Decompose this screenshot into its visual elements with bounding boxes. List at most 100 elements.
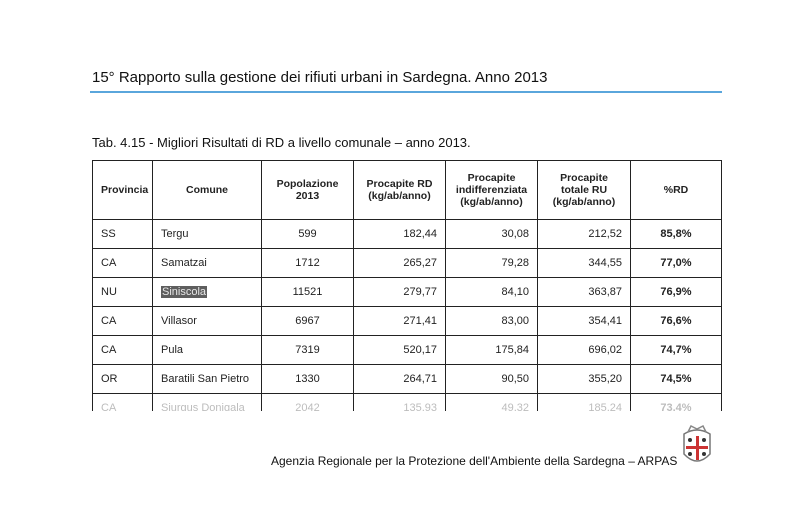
cell-text: Samatzai — [161, 257, 207, 269]
table-cell: 1330 — [261, 364, 354, 394]
table-cell: 696,02 — [537, 335, 631, 365]
cell-text: 264,71 — [403, 373, 437, 385]
cell-text: 76,6% — [660, 315, 692, 327]
cell-text: 696,02 — [588, 344, 622, 356]
cell-text: 90,50 — [501, 373, 529, 385]
cell-text: Siurgus Donigala — [161, 402, 245, 411]
cell-text: CA — [101, 402, 117, 411]
cell-text: 1330 — [295, 373, 320, 385]
cell-text: 76,9% — [660, 286, 692, 298]
cell-text: 354,41 — [588, 315, 622, 327]
cell-text: OR — [101, 373, 118, 385]
table-wrap: Provincia Comune Popolazione 2013 Procapite… — [92, 160, 722, 411]
table-cell: 520,17 — [353, 335, 446, 365]
table-row: CA Villasor 6967 271,41 83,00 354,41 76,6% — [92, 306, 722, 336]
table-cell: OR — [92, 364, 153, 394]
table-cell: CA — [92, 335, 153, 365]
cell-text: CA — [101, 344, 117, 356]
table-row: CA Siurgus Donigala 2042 135,93 49,32 185,24 7… — [92, 393, 722, 411]
cell-text: 11521 — [292, 286, 323, 298]
table-cell: 354,41 — [537, 306, 631, 336]
table-cell: NU — [92, 277, 153, 307]
cell-text: Tergu — [161, 228, 189, 240]
table-cell: 6967 — [261, 306, 354, 336]
table-cell: 271,41 — [353, 306, 446, 336]
column-header: %RD — [630, 160, 722, 220]
cell-text: 6967 — [295, 315, 320, 327]
table-cell: Siniscola — [152, 277, 262, 307]
cell-text: 1712 — [295, 257, 320, 269]
cell-text: 49,32 — [501, 402, 529, 411]
cell-text: 77,0% — [660, 257, 692, 269]
table-cell: 264,71 — [353, 364, 446, 394]
table-cell: 76,6% — [630, 306, 722, 336]
cell-text: 175,84 — [495, 344, 529, 356]
cell-text: 79,28 — [501, 257, 529, 269]
table-cell: Tergu — [152, 219, 262, 249]
table-cell: 30,08 — [445, 219, 538, 249]
table-cell: 73,4% — [630, 393, 722, 411]
cell-text: 74,7% — [660, 344, 692, 356]
table-cell: 83,00 — [445, 306, 538, 336]
column-header: Procapite RD (kg/ab/anno) — [353, 160, 446, 220]
table-cell: Pula — [152, 335, 262, 365]
table-cell: Siurgus Donigala — [152, 393, 262, 411]
table-cell: 11521 — [261, 277, 354, 307]
cell-text: 2042 — [295, 402, 320, 411]
table-row: SS Tergu 599 182,44 30,08 212,52 85,8% — [92, 219, 722, 249]
cell-text: 30,08 — [501, 228, 529, 240]
table-cell: 363,87 — [537, 277, 631, 307]
table-caption: Tab. 4.15 - Migliori Risultati di RD a l… — [92, 135, 471, 150]
cell-text: CA — [101, 315, 117, 327]
table-cell: 74,5% — [630, 364, 722, 394]
table-cell: 85,8% — [630, 219, 722, 249]
table-cell: 1712 — [261, 248, 354, 278]
cell-text: Baratili San Pietro — [161, 373, 250, 385]
table-cell: CA — [92, 248, 153, 278]
footer-agency: Agenzia Regionale per la Protezione dell… — [271, 454, 678, 468]
column-header: Procapite totale RU (kg/ab/anno) — [537, 160, 631, 220]
table-cell: 212,52 — [537, 219, 631, 249]
table-cell: 7319 — [261, 335, 354, 365]
cell-text: Pula — [161, 344, 184, 356]
cell-text: 212,52 — [588, 228, 622, 240]
table-row: CA Samatzai 1712 265,27 79,28 344,55 77,0% — [92, 248, 722, 278]
table-row: CA Pula 7319 520,17 175,84 696,02 74,7% — [92, 335, 722, 365]
table-cell: CA — [92, 306, 153, 336]
table-cell: 344,55 — [537, 248, 631, 278]
cell-text: 271,41 — [403, 315, 437, 327]
table-cell: Villasor — [152, 306, 262, 336]
cell-text: 520,17 — [403, 344, 437, 356]
table-cell: 599 — [261, 219, 354, 249]
header-rule — [90, 91, 722, 93]
table-cell: 90,50 — [445, 364, 538, 394]
table-row: OR Baratili San Pietro 1330 264,71 90,50 355,… — [92, 364, 722, 394]
table-cell: 182,44 — [353, 219, 446, 249]
column-header: Comune — [152, 160, 262, 220]
cell-text: 344,55 — [588, 257, 622, 269]
table-cell: 77,0% — [630, 248, 722, 278]
results-table: Provincia Comune Popolazione 2013 Procapite… — [92, 160, 722, 411]
table-row: NU Siniscola 11521 279,77 84,10 363,87 76,9% — [92, 277, 722, 307]
cell-text: NU — [101, 286, 117, 298]
cell-text: 73,4% — [660, 402, 692, 411]
coat-of-arms — [683, 424, 711, 462]
table-cell: 185,24 — [537, 393, 631, 411]
table-cell: 2042 — [261, 393, 354, 411]
column-header: Popolazione 2013 — [261, 160, 354, 220]
table-cell: 79,28 — [445, 248, 538, 278]
report-title: 15° Rapporto sulla gestione dei rifiuti … — [92, 69, 548, 86]
table-cell: 175,84 — [445, 335, 538, 365]
cell-text: 84,10 — [501, 286, 529, 298]
cell-text: 85,8% — [660, 228, 692, 240]
cell-text: Villasor — [161, 315, 197, 327]
table-cell: SS — [92, 219, 153, 249]
cell-text: 599 — [298, 228, 317, 240]
cell-text: 363,87 — [588, 286, 622, 298]
header-row: Provincia Comune Popolazione 2013 Procapite… — [92, 160, 722, 220]
cell-text: 182,44 — [403, 228, 437, 240]
cell-text: 7319 — [295, 344, 320, 356]
cell-text: 83,00 — [501, 315, 529, 327]
cell-text: 279,77 — [403, 286, 437, 298]
table-cell: 84,10 — [445, 277, 538, 307]
